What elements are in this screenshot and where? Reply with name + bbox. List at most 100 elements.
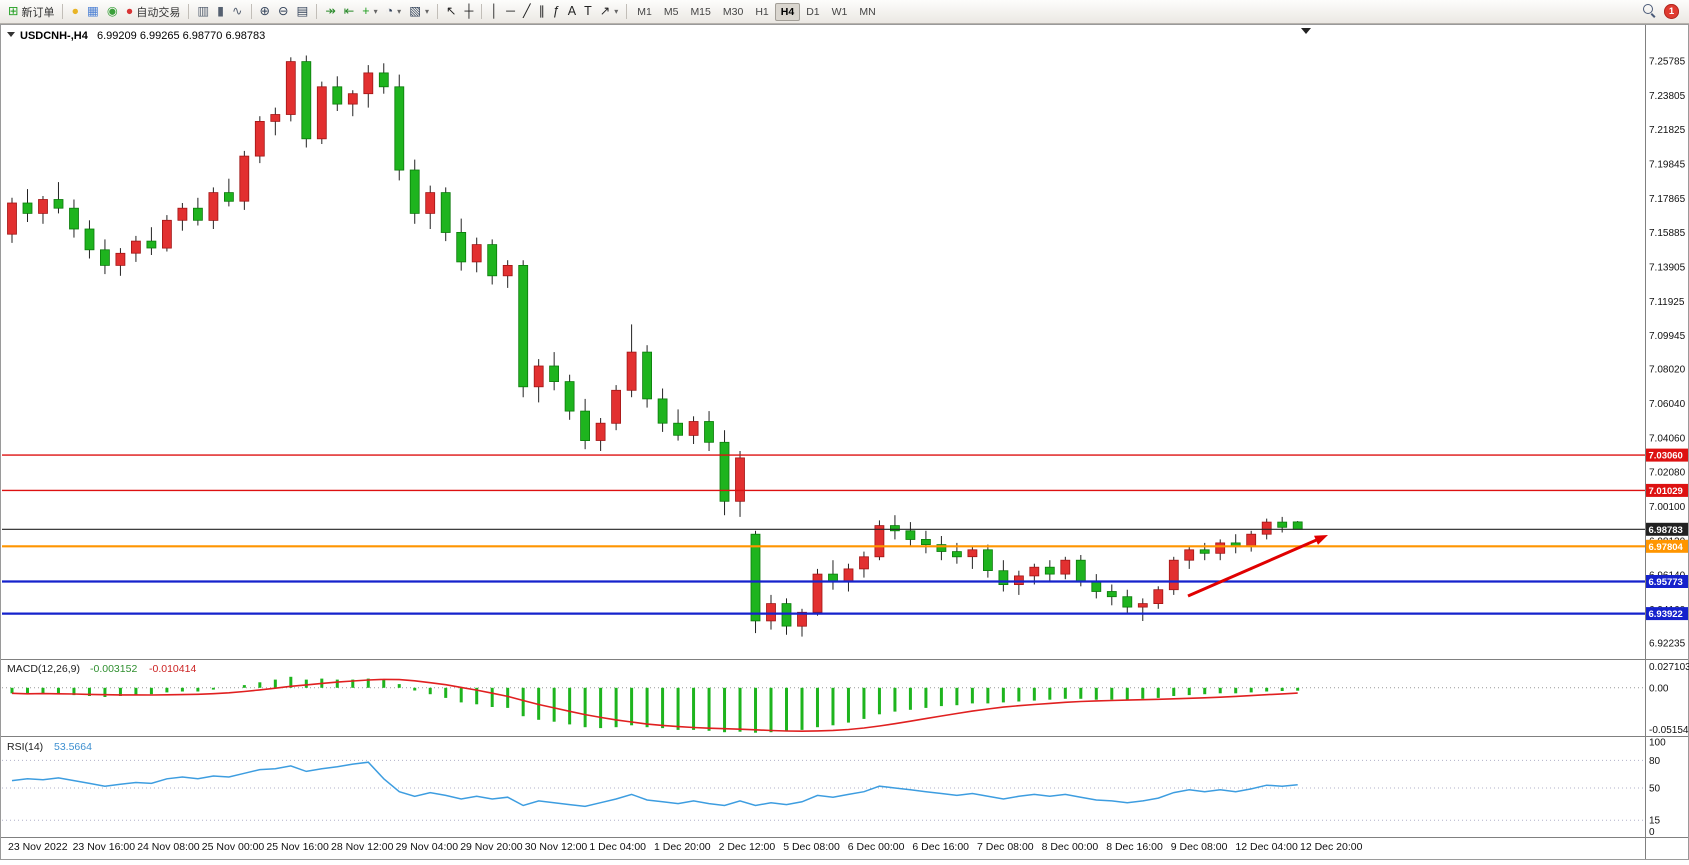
indicators-button[interactable]: + ▾ bbox=[358, 2, 381, 22]
autotrading-button[interactable]: ● 自动交易 bbox=[122, 2, 185, 22]
timeframe-bar: M1 M5 M15 M30 H1 H4 D1 W1 MN bbox=[631, 2, 881, 21]
candle-body bbox=[22, 202, 33, 214]
chart-shift-button[interactable]: ⇤ bbox=[340, 2, 358, 22]
market-watch-button[interactable]: ▦ bbox=[83, 2, 103, 22]
timeframe-w1[interactable]: W1 bbox=[826, 3, 854, 21]
candle-body bbox=[580, 410, 590, 442]
fibonacci-button[interactable]: ƒ bbox=[549, 2, 564, 22]
chart-title-symbol: USDCNH-,H4 bbox=[20, 30, 89, 42]
toolbar: ⊞ 新订单 ● ▦ ◉ ● 自动交易 ▥ ▮ ∿ ⊕ ⊖ ▤ ↠ ⇤ + ▾ ◔ ▾ ▧ ▾ ↖ ┼ │ ─ ╱ ∥ ƒ A T ↗ ▾ M1… bbox=[0, 0, 1689, 24]
candle-body bbox=[921, 539, 931, 546]
zoom-out-button[interactable]: ⊖ bbox=[274, 2, 292, 22]
rsi-line bbox=[11, 761, 1298, 808]
trendline-icon: ╱ bbox=[523, 4, 531, 19]
timeframe-m5[interactable]: M5 bbox=[658, 3, 685, 21]
axis-price-label: 7.15885 bbox=[1649, 228, 1686, 239]
timeframe-d1[interactable]: D1 bbox=[800, 3, 825, 21]
toolbar-separator bbox=[437, 4, 439, 19]
channel-button[interactable]: ∥ bbox=[535, 2, 549, 22]
chart-canvas[interactable]: USDCNH-,H4 6.99209 6.99265 6.98770 6.987… bbox=[0, 24, 1689, 860]
candle-body bbox=[781, 603, 792, 627]
timeframe-m15[interactable]: M15 bbox=[684, 3, 716, 21]
signals-button[interactable]: ◉ bbox=[103, 2, 122, 22]
crosshair-icon: ┼ bbox=[464, 4, 474, 19]
time-label: 28 Nov 12:00 bbox=[331, 841, 394, 853]
notifications-badge[interactable]: 1 bbox=[1664, 4, 1679, 19]
search-button[interactable] bbox=[1639, 2, 1660, 22]
chevron-down-icon: ▾ bbox=[425, 7, 430, 16]
bar-chart-button[interactable]: ▥ bbox=[193, 2, 213, 22]
candle-body bbox=[502, 264, 513, 277]
arrows-button[interactable]: ↗ ▾ bbox=[596, 2, 623, 22]
time-label: 23 Nov 16:00 bbox=[73, 841, 136, 853]
one-click-trading-toggle-icon[interactable] bbox=[7, 32, 15, 37]
timeframe-m1[interactable]: M1 bbox=[631, 3, 658, 21]
axis-price-label: 7.00100 bbox=[1649, 502, 1686, 513]
candle-body bbox=[332, 86, 343, 105]
crosshair-button[interactable]: ┼ bbox=[461, 2, 478, 22]
line-chart-button[interactable]: ∿ bbox=[228, 2, 246, 22]
templates-button[interactable]: ▧ ▾ bbox=[405, 2, 433, 22]
timeframe-h4[interactable]: H4 bbox=[774, 2, 801, 21]
toolbar-separator bbox=[626, 4, 628, 19]
candle-body bbox=[1137, 603, 1148, 608]
auto-scroll-icon: ↠ bbox=[325, 4, 336, 19]
rsi-scale-label: 15 bbox=[1649, 816, 1661, 827]
time-label: 9 Dec 08:00 bbox=[1171, 841, 1228, 853]
annotation-arrow-head[interactable] bbox=[1314, 535, 1328, 545]
time-label: 12 Dec 04:00 bbox=[1235, 841, 1298, 853]
candle-body bbox=[100, 249, 110, 266]
axis-price-label: 7.06040 bbox=[1649, 399, 1686, 410]
candle-body bbox=[301, 61, 312, 140]
macd-scale-zero: 0.00 bbox=[1649, 683, 1669, 694]
zoom-in-icon: ⊕ bbox=[259, 4, 271, 19]
line-chart-icon: ∿ bbox=[232, 4, 243, 19]
tile-windows-button[interactable]: ▤ bbox=[293, 2, 313, 22]
candle-body bbox=[657, 398, 668, 424]
time-label: 1 Dec 04:00 bbox=[589, 841, 646, 853]
timeframe-mn[interactable]: MN bbox=[853, 3, 881, 21]
candlestick-chart-button[interactable]: ▮ bbox=[213, 2, 228, 22]
trendline-button[interactable]: ╱ bbox=[519, 2, 535, 22]
candle-body bbox=[1106, 591, 1117, 598]
candle-body bbox=[905, 530, 916, 540]
chart-title-ohlc: 6.99209 6.99265 6.98770 6.98783 bbox=[97, 30, 265, 42]
cursor-button[interactable]: ↖ bbox=[442, 2, 460, 22]
axis-price-label: 7.09945 bbox=[1649, 331, 1686, 342]
timeframe-m30[interactable]: M30 bbox=[717, 3, 749, 21]
candle-body bbox=[192, 207, 203, 221]
chevron-down-icon: ▾ bbox=[614, 7, 619, 16]
axis-price-label: 7.08020 bbox=[1649, 365, 1686, 376]
candle-body bbox=[7, 202, 17, 235]
candle-body bbox=[38, 199, 48, 214]
candle-body bbox=[688, 421, 699, 436]
annotation-arrow[interactable] bbox=[1187, 536, 1324, 598]
timeframe-h1[interactable]: H1 bbox=[749, 3, 774, 21]
metaeditor-button[interactable]: ● bbox=[67, 2, 83, 22]
text-label-button[interactable]: T bbox=[580, 2, 596, 22]
time-label: 7 Dec 08:00 bbox=[977, 841, 1034, 853]
horizontal-line-button[interactable]: ─ bbox=[502, 2, 519, 22]
text-button[interactable]: A bbox=[564, 2, 580, 22]
candle-body bbox=[130, 240, 141, 254]
candle-body bbox=[642, 351, 652, 400]
rsi-scale-label: 0 bbox=[1649, 827, 1655, 838]
auto-scroll-button[interactable]: ↠ bbox=[321, 2, 339, 22]
candle-body bbox=[533, 365, 544, 388]
vertical-line-button[interactable]: │ bbox=[486, 2, 502, 22]
candle-body bbox=[347, 93, 358, 105]
axis-price-label: 7.19845 bbox=[1649, 160, 1686, 171]
metaeditor-icon: ● bbox=[71, 4, 80, 19]
time-label: 5 Dec 08:00 bbox=[783, 841, 840, 853]
new-order-button[interactable]: ⊞ 新订单 bbox=[4, 2, 58, 22]
periods-button[interactable]: ◔ ▾ bbox=[382, 2, 406, 22]
periods-icon: ◔ bbox=[385, 4, 394, 19]
candle-body bbox=[223, 192, 234, 202]
cursor-icon: ↖ bbox=[446, 4, 457, 19]
macd-scale-max: 0.027103 bbox=[1649, 662, 1689, 673]
zoom-in-button[interactable]: ⊕ bbox=[256, 2, 274, 22]
axis-price-label: 7.02080 bbox=[1649, 468, 1686, 479]
chart-shift-marker-icon[interactable] bbox=[1301, 28, 1311, 34]
candle-body bbox=[564, 381, 575, 412]
zoom-out-icon: ⊖ bbox=[278, 4, 289, 19]
